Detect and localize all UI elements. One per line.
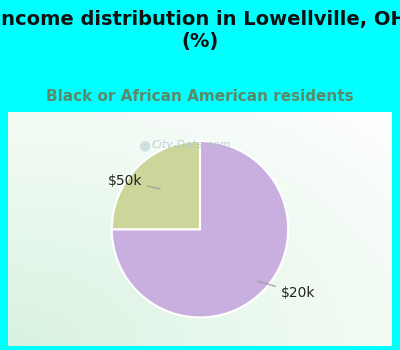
Text: Black or African American residents: Black or African American residents	[46, 89, 354, 104]
Text: $50k: $50k	[107, 174, 160, 189]
Text: Income distribution in Lowellville, OH
(%): Income distribution in Lowellville, OH (…	[0, 10, 400, 51]
Text: ●: ●	[138, 139, 150, 153]
Wedge shape	[112, 141, 288, 317]
Text: City-Data.com: City-Data.com	[152, 140, 231, 150]
Text: $20k: $20k	[257, 281, 316, 300]
Wedge shape	[112, 141, 200, 229]
